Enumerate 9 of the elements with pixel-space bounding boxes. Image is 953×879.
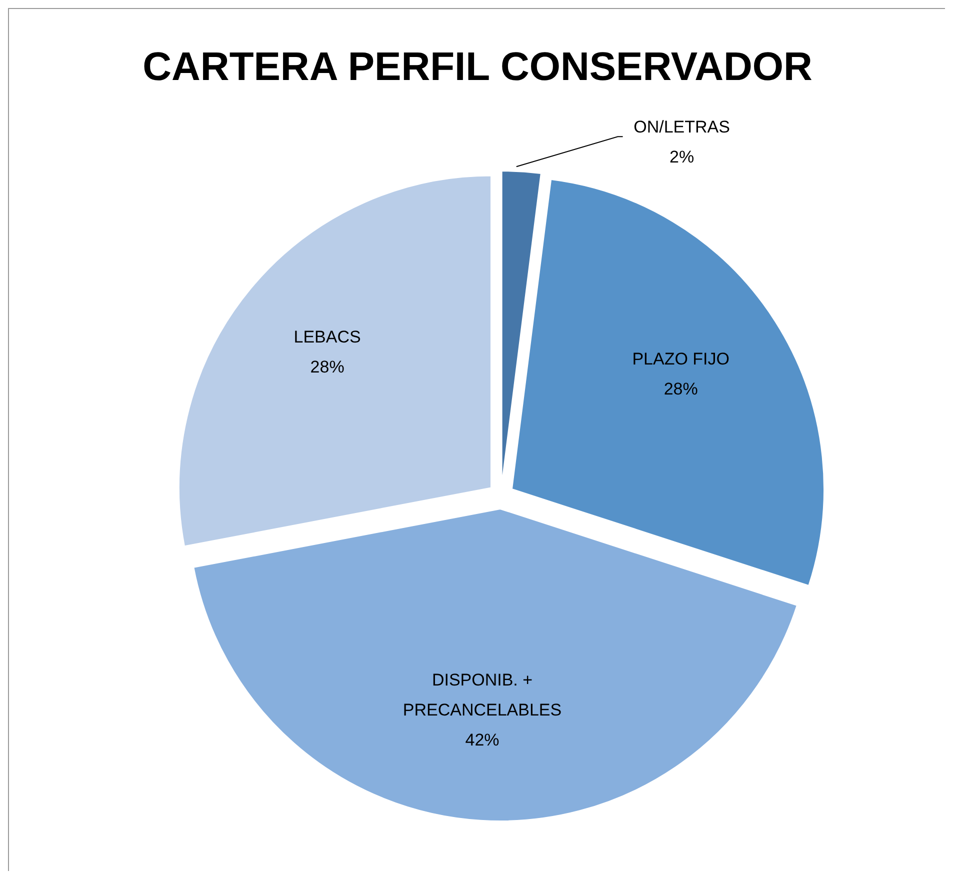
data-label: 42% [465,730,500,750]
slice-label: LEBACS [294,327,361,346]
data-label: 28% [310,357,344,376]
chart-title: CARTERA PERFIL CONSERVADOR [142,45,814,90]
slice-label: DISPONIB. + PRECANCELABLES [402,670,562,720]
data-label: 28% [664,380,698,399]
slice-label: PLAZO FIJO [632,350,730,369]
slice-label: ON/LETRAS [634,118,730,137]
data-label: 2% [670,148,694,167]
